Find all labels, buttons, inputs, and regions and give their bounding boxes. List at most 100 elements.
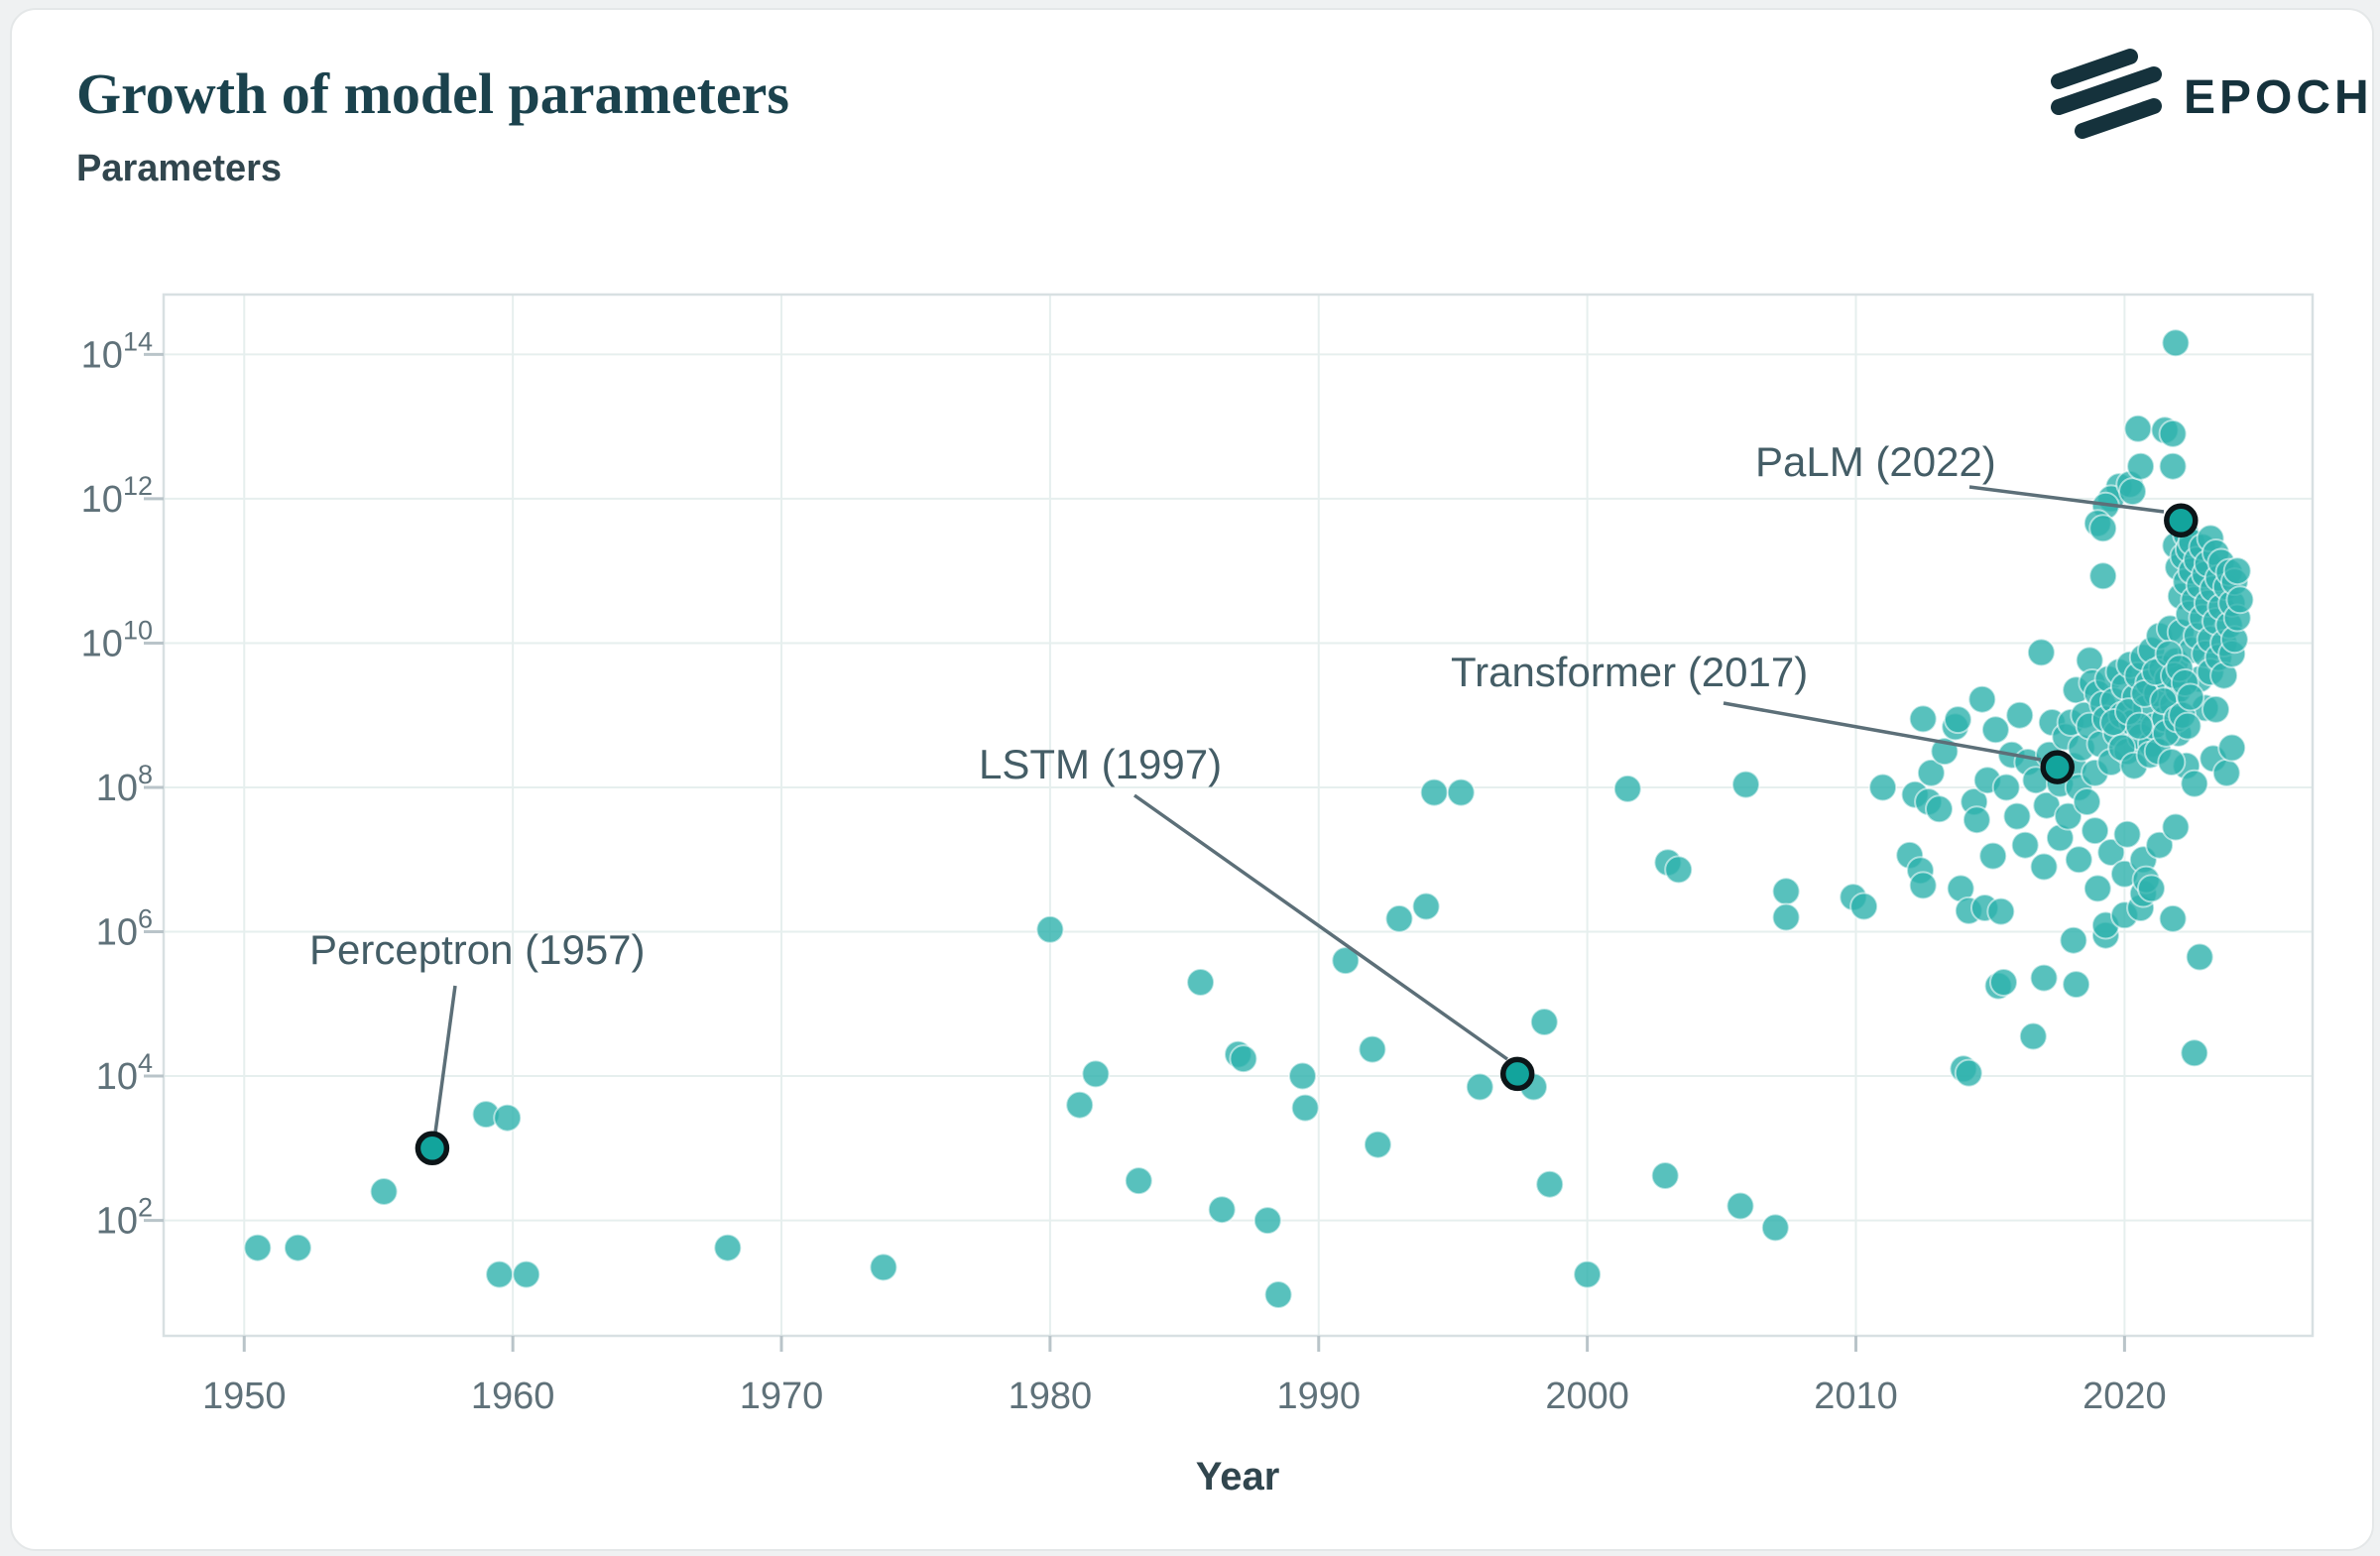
data-point — [1124, 1166, 1153, 1196]
data-point — [1771, 902, 1801, 932]
data-point — [2018, 1021, 2048, 1051]
data-point — [2161, 812, 2191, 842]
data-point — [2081, 816, 2110, 846]
x-tick-label: 2010 — [1814, 1376, 1898, 1417]
data-point — [1986, 897, 2016, 926]
x-tick-label: 1970 — [740, 1376, 824, 1417]
y-tick-label: 108 — [96, 760, 153, 809]
annotation-label: PaLM (2022) — [1755, 438, 1996, 485]
data-point — [2145, 830, 2175, 860]
data-point — [2029, 963, 2059, 993]
data-point — [2126, 451, 2156, 481]
data-point — [1065, 1090, 1095, 1120]
data-point — [1331, 946, 1361, 976]
data-point — [1925, 794, 1954, 824]
data-point — [2073, 787, 2101, 816]
data-point — [1980, 715, 2010, 745]
x-tick-label: 1980 — [1009, 1376, 1093, 1417]
highlighted-data-point — [415, 1131, 450, 1166]
data-point — [2112, 819, 2142, 849]
data-point — [1989, 968, 2018, 997]
y-tick-label: 1014 — [81, 326, 153, 376]
data-point — [2157, 748, 2187, 777]
y-tick-label: 1012 — [81, 471, 153, 521]
data-point — [2185, 942, 2214, 972]
data-point — [1771, 877, 1801, 906]
data-point — [1207, 1195, 1237, 1225]
y-tick-label: 104 — [96, 1048, 153, 1098]
chart-card: Growth of model parameters EPOCH Paramet… — [10, 8, 2374, 1551]
data-point — [1954, 1058, 1983, 1088]
data-point — [1358, 1034, 1387, 1064]
data-point — [2062, 970, 2091, 1000]
data-point — [2158, 451, 2188, 481]
data-point — [1612, 774, 1642, 803]
data-point — [1908, 871, 1938, 900]
annotation-label: Transformer (2017) — [1451, 649, 1808, 695]
data-point — [1035, 914, 1065, 944]
data-point — [1419, 778, 1449, 807]
data-point — [2202, 694, 2230, 724]
data-point — [1290, 1093, 1320, 1123]
data-point — [1943, 705, 1972, 735]
data-point — [512, 1259, 541, 1289]
y-axis-title: Parameters — [76, 148, 282, 189]
x-tick-label: 1950 — [202, 1376, 287, 1417]
data-point — [243, 1233, 273, 1262]
data-point — [2002, 801, 2032, 831]
highlighted-data-point — [2040, 750, 2075, 784]
data-point — [2180, 769, 2209, 798]
data-point — [1868, 773, 1898, 802]
data-point — [2096, 838, 2126, 867]
x-tick-label: 2000 — [1545, 1376, 1629, 1417]
data-point — [2124, 711, 2154, 741]
data-point — [2082, 874, 2112, 903]
data-point — [1908, 704, 1938, 734]
annotation-label: LSTM (1997) — [979, 741, 1222, 787]
data-point — [2217, 733, 2247, 763]
data-point — [2211, 758, 2241, 787]
x-tick-label: 1960 — [471, 1376, 555, 1417]
data-point — [1288, 1061, 1317, 1091]
data-point — [493, 1103, 523, 1133]
annotation-leader-line — [1723, 701, 2042, 762]
data-point — [283, 1233, 312, 1262]
plot-border — [162, 293, 2315, 1338]
data-point — [1962, 805, 1991, 835]
data-point — [1446, 778, 1476, 807]
data-point — [869, 1253, 898, 1282]
data-point — [1573, 1259, 1603, 1289]
data-point — [2222, 556, 2252, 586]
data-point — [2029, 852, 2059, 882]
data-point — [1529, 1008, 1559, 1036]
annotation-leader-line — [433, 985, 457, 1134]
data-point — [2123, 414, 2153, 443]
data-point — [1760, 1213, 1790, 1243]
page-title: Growth of model parameters — [76, 61, 789, 126]
data-point — [1186, 968, 1216, 997]
epoch-logo-icon — [2051, 49, 2162, 139]
data-point — [2118, 477, 2147, 507]
data-point — [1411, 892, 1441, 921]
data-point — [369, 1177, 399, 1206]
data-point — [485, 1259, 515, 1289]
x-tick-label: 1990 — [1276, 1376, 1361, 1417]
data-point — [1978, 841, 2008, 871]
data-point — [713, 1233, 743, 1262]
data-point — [1263, 1280, 1293, 1309]
data-point — [2054, 801, 2082, 831]
annotation-leader-line — [1968, 485, 2165, 514]
data-point — [1229, 1044, 1258, 1074]
data-point — [2225, 585, 2255, 615]
highlighted-data-point — [2164, 503, 2199, 539]
data-point — [2176, 682, 2205, 712]
data-point — [2137, 874, 2166, 903]
data-point — [1252, 1206, 1282, 1236]
data-point — [1991, 773, 2021, 802]
data-point — [2158, 419, 2188, 448]
data-point — [2005, 700, 2035, 730]
y-tick-label: 1010 — [81, 615, 153, 664]
epoch-logo-text: EPOCH — [2184, 71, 2372, 124]
data-point — [2088, 561, 2118, 591]
data-point — [1731, 770, 1760, 799]
